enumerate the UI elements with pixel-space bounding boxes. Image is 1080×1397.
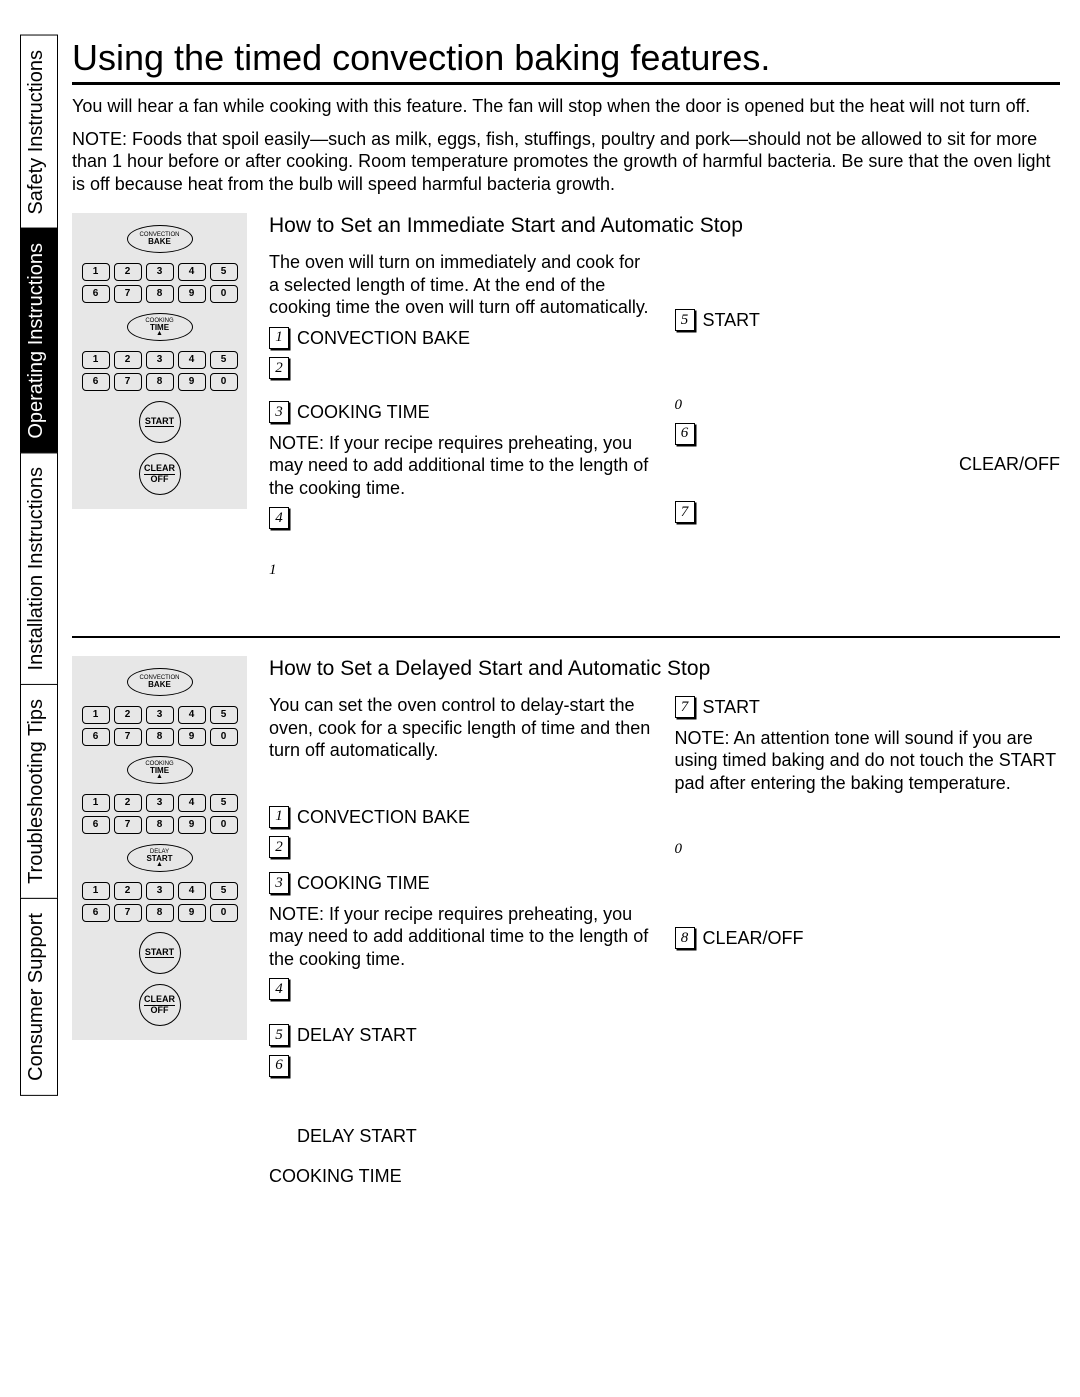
step-4: 4 [269, 978, 289, 1000]
cooking-time-foot: COOKING TIME [269, 1165, 655, 1188]
section2-heading: How to Set a Delayed Start and Automatic… [269, 656, 1060, 682]
section2-body: How to Set a Delayed Start and Automatic… [269, 656, 1060, 1194]
section1-lead: The oven will turn on immediately and co… [269, 251, 655, 319]
page-title: Using the timed convection baking featur… [72, 35, 1060, 85]
cooking-time-button: COOKING TIME ▲ [127, 313, 193, 341]
section-immediate: CONVECTION BAKE 1 2 3 4 5 6 7 8 [72, 213, 1060, 586]
step-6: 6 [675, 423, 695, 445]
cooking-time-label: COOKING TIME [297, 872, 430, 895]
step-1: 1 [269, 806, 289, 828]
key-7: 7 [114, 285, 142, 303]
step-3: 3 [269, 872, 289, 894]
delay-start-button: DELAY START ▲ [127, 844, 193, 872]
section-delayed: CONVECTION BAKE 1 2 3 4 5 6 7 8 [72, 656, 1060, 1194]
clear-off-button: CLEAROFF [139, 453, 181, 495]
key-8: 8 [146, 285, 174, 303]
preheat-note: NOTE: If your recipe requires preheating… [269, 432, 655, 500]
control-panel-2: CONVECTION BAKE 1 2 3 4 5 6 7 8 [72, 656, 247, 1040]
conv-bake-label: CONVECTION BAKE [297, 327, 470, 350]
start-button: START [139, 932, 181, 974]
step-8: 8 [675, 927, 695, 949]
key-2: 2 [114, 263, 142, 281]
key-6: 6 [82, 285, 110, 303]
key-5: 5 [210, 263, 238, 281]
start-label: START [703, 696, 760, 719]
clear-off-button: CLEAROFF [139, 984, 181, 1026]
tab-consumer[interactable]: Consumer Support [20, 898, 58, 1096]
delay-start-foot: DELAY START [297, 1125, 655, 1148]
italic-1: 1 [269, 562, 277, 578]
tab-safety[interactable]: Safety Instructions [20, 35, 58, 230]
spoilage-note: NOTE: Foods that spoil easily—such as mi… [72, 128, 1060, 196]
conv-bake-label: CONVECTION BAKE [297, 806, 470, 829]
conv-bake-button: CONVECTION BAKE [127, 668, 193, 696]
key-3: 3 [146, 263, 174, 281]
cooking-time-button: COOKING TIME ▲ [127, 756, 193, 784]
step-2: 2 [269, 836, 289, 858]
key-4: 4 [178, 263, 206, 281]
italic-0: 0 [675, 397, 683, 413]
clear-off-label: CLEAR/OFF [703, 927, 804, 950]
step-5: 5 [675, 309, 695, 331]
delay-start-label: DELAY START [297, 1024, 417, 1047]
step-5: 5 [269, 1024, 289, 1046]
key-1: 1 [82, 263, 110, 281]
section-divider [72, 636, 1060, 638]
tab-installation[interactable]: Installation Instructions [20, 452, 58, 685]
step-4: 4 [269, 507, 289, 529]
step-3: 3 [269, 401, 289, 423]
intro-text: You will hear a fan while cooking with t… [72, 95, 1060, 118]
main-content: Using the timed convection baking featur… [72, 35, 1060, 1194]
italic-0b: 0 [675, 841, 683, 857]
clear-off-label: CLEAR/OFF [703, 453, 1061, 476]
key-9: 9 [178, 285, 206, 303]
tab-troubleshooting[interactable]: Troubleshooting Tips [20, 684, 58, 899]
section1-heading: How to Set an Immediate Start and Automa… [269, 213, 1060, 239]
start-button: START [139, 401, 181, 443]
section1-body: How to Set an Immediate Start and Automa… [269, 213, 1060, 586]
section2-lead: You can set the oven control to delay-st… [269, 694, 655, 762]
preheat-note-2: NOTE: If your recipe requires preheating… [269, 903, 655, 971]
conv-bake-button: CONVECTION BAKE [127, 225, 193, 253]
tab-operating[interactable]: Operating Instructions [20, 228, 58, 454]
key-0: 0 [210, 285, 238, 303]
step-6: 6 [269, 1055, 289, 1077]
step-1: 1 [269, 327, 289, 349]
control-panel-1: CONVECTION BAKE 1 2 3 4 5 6 7 8 [72, 213, 247, 509]
side-tabs: Safety Instructions Operating Instructio… [20, 35, 58, 1194]
cooking-time-label: COOKING TIME [297, 401, 430, 424]
step-2: 2 [269, 357, 289, 379]
step-7: 7 [675, 501, 695, 523]
start-label: START [703, 309, 760, 332]
attention-note: NOTE: An attention tone will sound if yo… [675, 727, 1061, 795]
page: Safety Instructions Operating Instructio… [20, 35, 1060, 1194]
step-7: 7 [675, 696, 695, 718]
